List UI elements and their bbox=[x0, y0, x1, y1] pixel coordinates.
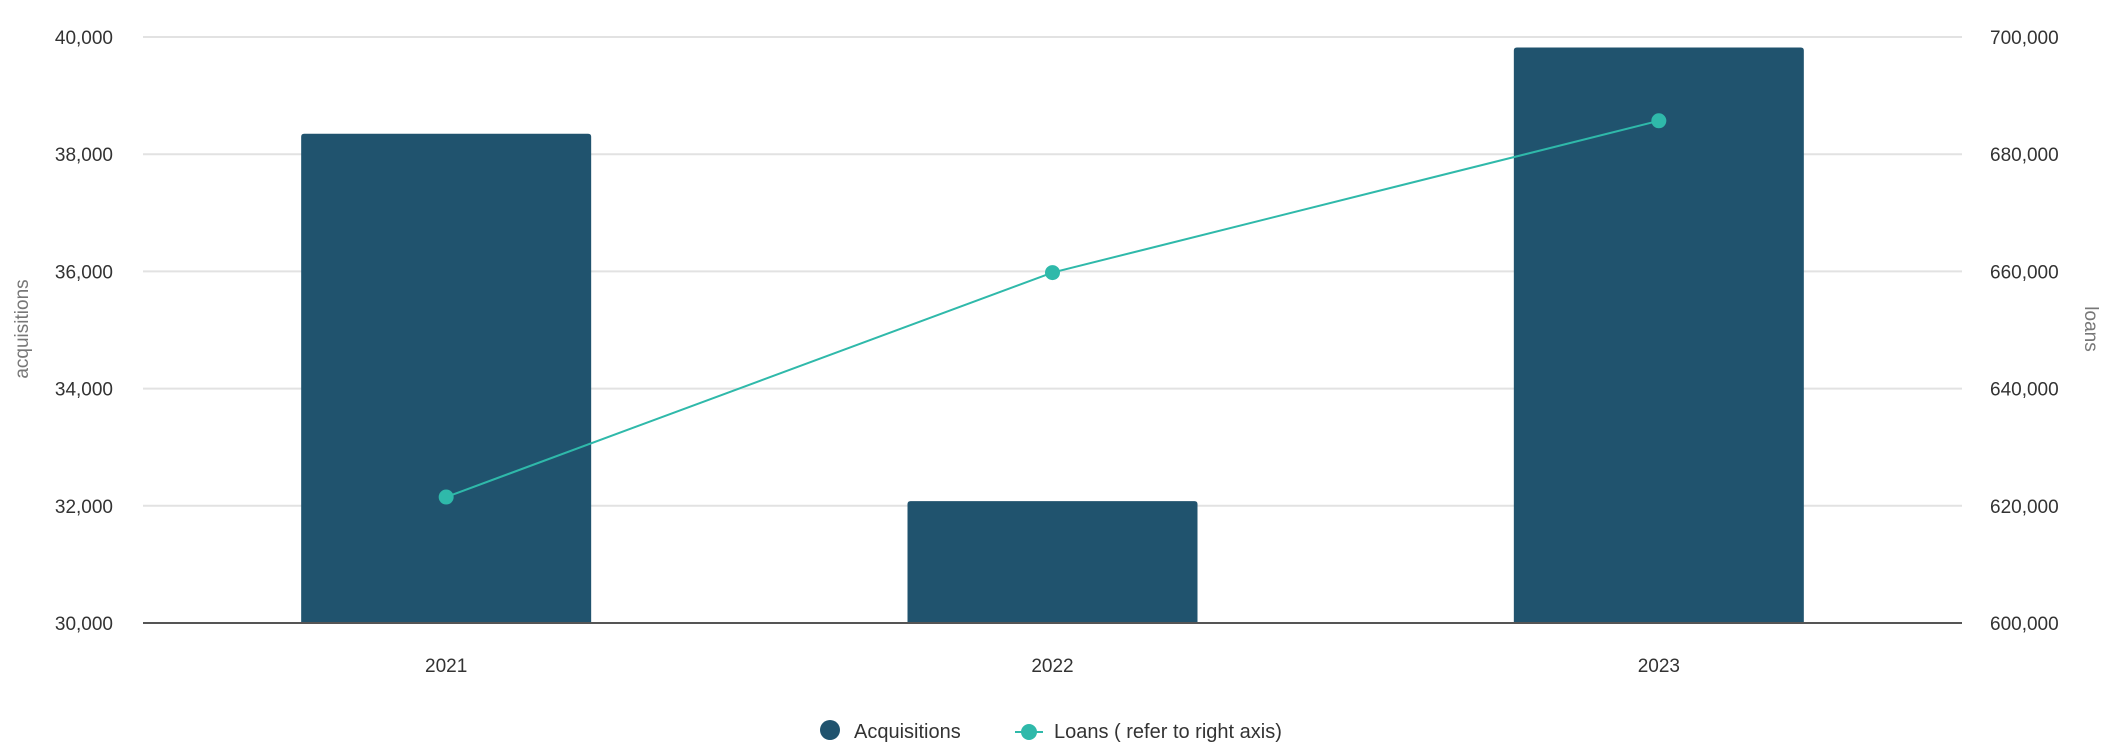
loans-point-2023 bbox=[1651, 113, 1667, 129]
line-series-loans bbox=[438, 113, 1667, 505]
loans-point-2021 bbox=[438, 489, 454, 505]
left-tick-label: 30,000 bbox=[55, 614, 113, 635]
left-tick-label: 36,000 bbox=[55, 262, 113, 283]
bar-2021 bbox=[301, 133, 592, 623]
left-tick-label: 38,000 bbox=[55, 145, 113, 166]
bar-series-acquisitions bbox=[301, 47, 1804, 624]
legend-loans-marker bbox=[1021, 724, 1037, 740]
x-tick-label: 2021 bbox=[425, 656, 467, 677]
x-tick-label: 2023 bbox=[1638, 656, 1680, 677]
legend-acquisitions-label: Acquisitions bbox=[854, 721, 961, 742]
x-tick-label: 2022 bbox=[1031, 656, 1073, 677]
legend-loans-label: Loans ( refer to right axis) bbox=[1054, 721, 1282, 742]
left-tick-label: 40,000 bbox=[55, 28, 113, 49]
right-axis-ticks: 600,000 620,000 640,000 660,000 680,000 700,0… bbox=[1990, 28, 2059, 635]
right-tick-label: 660,000 bbox=[1990, 262, 2059, 283]
left-tick-label: 34,000 bbox=[55, 380, 113, 401]
bar-2022 bbox=[907, 501, 1198, 623]
bar-2023 bbox=[1513, 47, 1804, 624]
right-tick-label: 600,000 bbox=[1990, 614, 2059, 635]
right-tick-label: 640,000 bbox=[1990, 380, 2059, 401]
legend-acquisitions-marker bbox=[820, 720, 840, 740]
left-axis-ticks: 30,000 32,000 34,000 36,000 38,000 40,000 bbox=[55, 28, 113, 635]
right-tick-label: 680,000 bbox=[1990, 145, 2059, 166]
right-axis-title: loans bbox=[2080, 306, 2101, 351]
x-axis-ticks: 2021 2022 2023 bbox=[425, 656, 1680, 677]
left-axis-title: acquisitions bbox=[12, 279, 33, 378]
loans-point-2022 bbox=[1045, 265, 1060, 281]
right-tick-label: 700,000 bbox=[1990, 28, 2059, 49]
left-tick-label: 32,000 bbox=[55, 497, 113, 518]
loans-line bbox=[445, 119, 1660, 498]
right-tick-label: 620,000 bbox=[1990, 497, 2059, 518]
legend: Acquisitions Loans ( refer to right axis… bbox=[820, 720, 1282, 742]
